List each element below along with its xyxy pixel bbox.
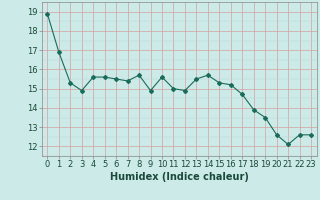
X-axis label: Humidex (Indice chaleur): Humidex (Indice chaleur) [110, 172, 249, 182]
